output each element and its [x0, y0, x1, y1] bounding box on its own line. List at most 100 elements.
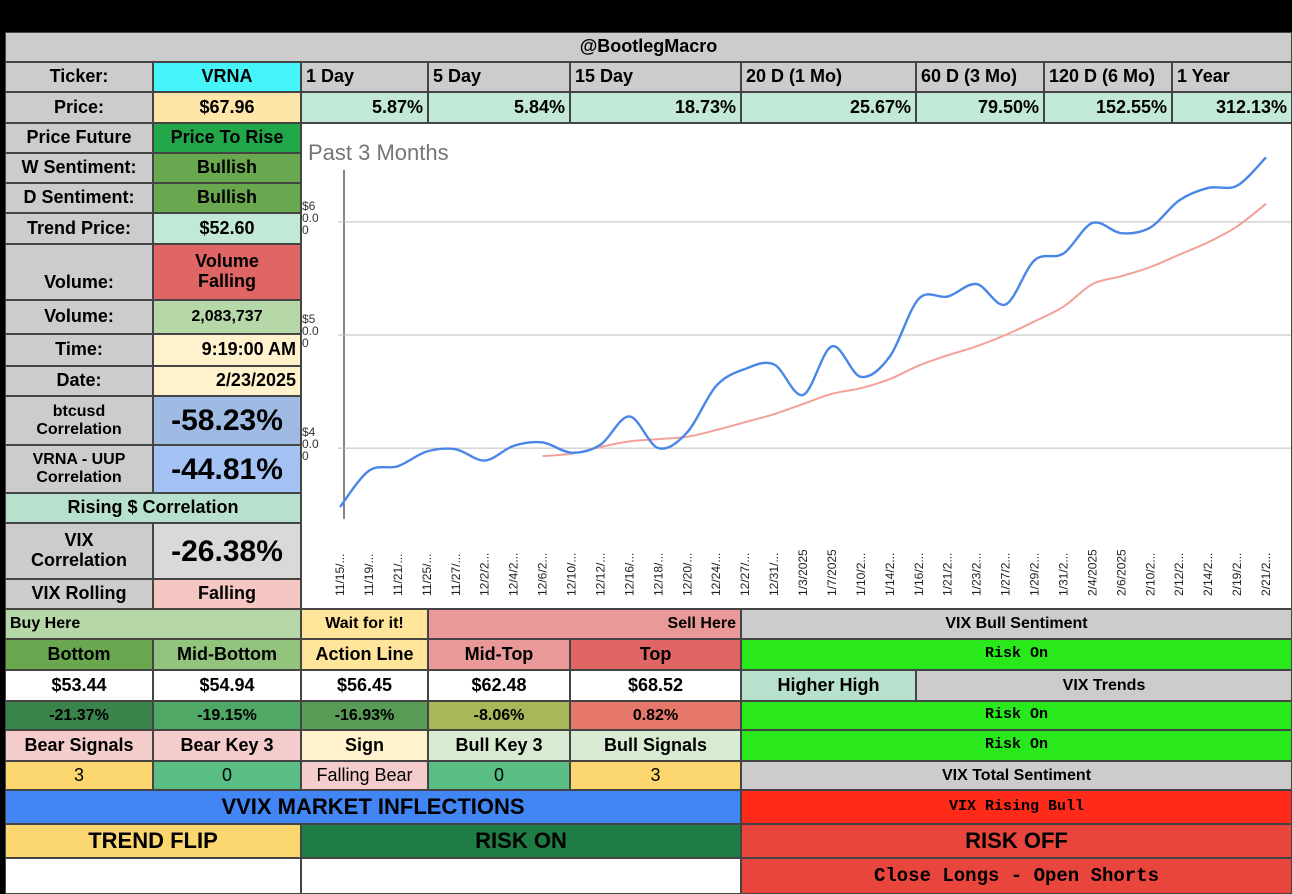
- x-tick-label: 12/16/...: [622, 553, 636, 596]
- vix-total-sentiment-label: VIX Total Sentiment: [741, 761, 1292, 790]
- rising-correlation-banner: Rising $ Correlation: [5, 493, 301, 523]
- level-pct-mid-bottom: -19.15%: [153, 701, 301, 730]
- perf-value-60-day: 79.50%: [916, 92, 1044, 123]
- x-tick-label: 12/2/2...: [478, 553, 492, 596]
- date-label: Date:: [5, 366, 153, 396]
- x-tick-label: 12/24/...: [709, 553, 723, 596]
- x-tick-label: 1/10/2...: [854, 553, 868, 596]
- vix-rolling-label: VIX Rolling: [5, 579, 153, 609]
- bear-signals-value: 3: [5, 761, 153, 790]
- price-chart: Past 3 Months $6 0.0 0 $5 0.0 0 $4 0.0 0 11/15/..…: [301, 123, 1292, 609]
- price-label: Price:: [5, 92, 153, 123]
- x-tick-label: 1/16/2...: [912, 553, 926, 596]
- chart-title: Past 3 Months: [308, 140, 449, 165]
- sign-header: Sign: [301, 730, 428, 761]
- level-pct-mid-top: -8.06%: [428, 701, 570, 730]
- bear-key-value: 0: [153, 761, 301, 790]
- level-pct-top: 0.82%: [570, 701, 741, 730]
- level-price-bottom: $53.44: [5, 670, 153, 701]
- perf-header-120-day: 120 D (6 Mo): [1044, 62, 1172, 92]
- ticker-label: Ticker:: [5, 62, 153, 92]
- vix-total-sentiment-value: VIX Rising Bull: [741, 790, 1292, 824]
- x-tick-label: 2/19/2...: [1230, 553, 1244, 596]
- trend-flip-value: [5, 858, 301, 894]
- level-price-mid-bottom: $54.94: [153, 670, 301, 701]
- bull-signals-value: 3: [570, 761, 741, 790]
- perf-value-20-day: 25.67%: [741, 92, 916, 123]
- perf-header-1-year: 1 Year: [1172, 62, 1292, 92]
- x-tick-label: 1/27/2...: [999, 553, 1013, 596]
- d-sentiment-label: D Sentiment:: [5, 183, 153, 213]
- perf-value-5-day: 5.84%: [428, 92, 570, 123]
- vix-trend-2: Risk On: [741, 730, 1292, 761]
- sign-value: Falling Bear: [301, 761, 428, 790]
- perf-header-15-day: 15 Day: [570, 62, 741, 92]
- price-future-value: Price To Rise: [153, 123, 301, 153]
- bull-key-value: 0: [428, 761, 570, 790]
- x-tick-label: 12/18/...: [651, 553, 665, 596]
- level-header-bottom: Bottom: [5, 639, 153, 670]
- perf-header-5-day: 5 Day: [428, 62, 570, 92]
- x-tick-label: 1/14/2...: [883, 553, 897, 596]
- x-tick-label: 12/20/...: [680, 553, 694, 596]
- perf-header-60-day: 60 D (3 Mo): [916, 62, 1044, 92]
- x-tick-label: 11/19/...: [362, 554, 376, 596]
- btc-correlation-value: -58.23%: [153, 396, 301, 445]
- wait-label: Wait for it!: [301, 609, 428, 639]
- x-tick-label: 2/21/2...: [1259, 553, 1273, 596]
- x-tick-label: 12/31/...: [767, 553, 781, 596]
- bull-signals-header: Bull Signals: [570, 730, 741, 761]
- uup-correlation-value: -44.81%: [153, 445, 301, 493]
- level-header-top: Top: [570, 639, 741, 670]
- risk-off-label: RISK OFF: [741, 824, 1292, 858]
- x-tick-label: 11/27/...: [449, 554, 463, 596]
- trend-price-label: Trend Price:: [5, 213, 153, 244]
- level-header-mid-top: Mid-Top: [428, 639, 570, 670]
- bull-key-header: Bull Key 3: [428, 730, 570, 761]
- uup-correlation-label: VRNA - UUP Correlation: [5, 445, 153, 493]
- x-tick-label: 1/3/2025: [796, 549, 810, 596]
- date-value: 2/23/2025: [153, 366, 301, 396]
- x-tick-label: 1/21/2...: [941, 553, 955, 596]
- perf-value-15-day: 18.73%: [570, 92, 741, 123]
- level-price-top: $68.52: [570, 670, 741, 701]
- x-tick-label: 2/14/2...: [1201, 553, 1215, 596]
- vix-bull-sentiment-label: VIX Bull Sentiment: [741, 609, 1292, 639]
- perf-value-120-day: 152.55%: [1044, 92, 1172, 123]
- series-line-trend: [542, 202, 1267, 458]
- x-tick-label: 12/12/...: [593, 553, 607, 596]
- vix-rolling-value: Falling: [153, 579, 301, 609]
- vix-correlation-value: -26.38%: [153, 523, 301, 579]
- w-sentiment-label: W Sentiment:: [5, 153, 153, 183]
- d-sentiment-value: Bullish: [153, 183, 301, 213]
- perf-header-1-day: 1 Day: [301, 62, 428, 92]
- price-value: $67.96: [153, 92, 301, 123]
- x-tick-label: 11/25/...: [420, 554, 434, 596]
- trend-price-value: $52.60: [153, 213, 301, 244]
- vvix-inflections-banner: VVIX MARKET INFLECTIONS: [5, 790, 741, 824]
- x-tick-label: 12/10/...: [565, 553, 579, 596]
- y-tick-label: $5 0.0 0: [302, 312, 319, 350]
- perf-value-1-day: 5.87%: [301, 92, 428, 123]
- level-header-action-line: Action Line: [301, 639, 428, 670]
- page-title: @BootlegMacro: [5, 32, 1292, 62]
- trend-flip-label: TREND FLIP: [5, 824, 301, 858]
- volume-trend-value: Volume Falling: [153, 244, 301, 300]
- x-tick-label: 11/21/...: [391, 554, 405, 596]
- price-future-label: Price Future: [5, 123, 153, 153]
- buy-here-label: Buy Here: [5, 609, 301, 639]
- x-tick-label: 1/29/2...: [1028, 553, 1042, 596]
- level-pct-action-line: -16.93%: [301, 701, 428, 730]
- x-tick-label: 11/15/...: [333, 554, 347, 596]
- vix-trends-label: VIX Trends: [916, 670, 1292, 701]
- x-tick-label: 2/4/2025: [1085, 549, 1099, 596]
- x-tick-label: 2/12/2...: [1172, 553, 1186, 596]
- vix-bull-sentiment-value: Risk On: [741, 639, 1292, 670]
- risk-on-label: RISK ON: [301, 824, 741, 858]
- sell-here-label: Sell Here: [428, 609, 741, 639]
- bear-key-header: Bear Key 3: [153, 730, 301, 761]
- x-tick-label: 12/27/...: [738, 553, 752, 596]
- risk-on-value: [301, 858, 741, 894]
- chart-plot: $6 0.0 0 $5 0.0 0 $4 0.0 0 11/15/... 11/19/... 11/2…: [302, 156, 1291, 596]
- x-tick-label: 1/7/2025: [825, 549, 839, 596]
